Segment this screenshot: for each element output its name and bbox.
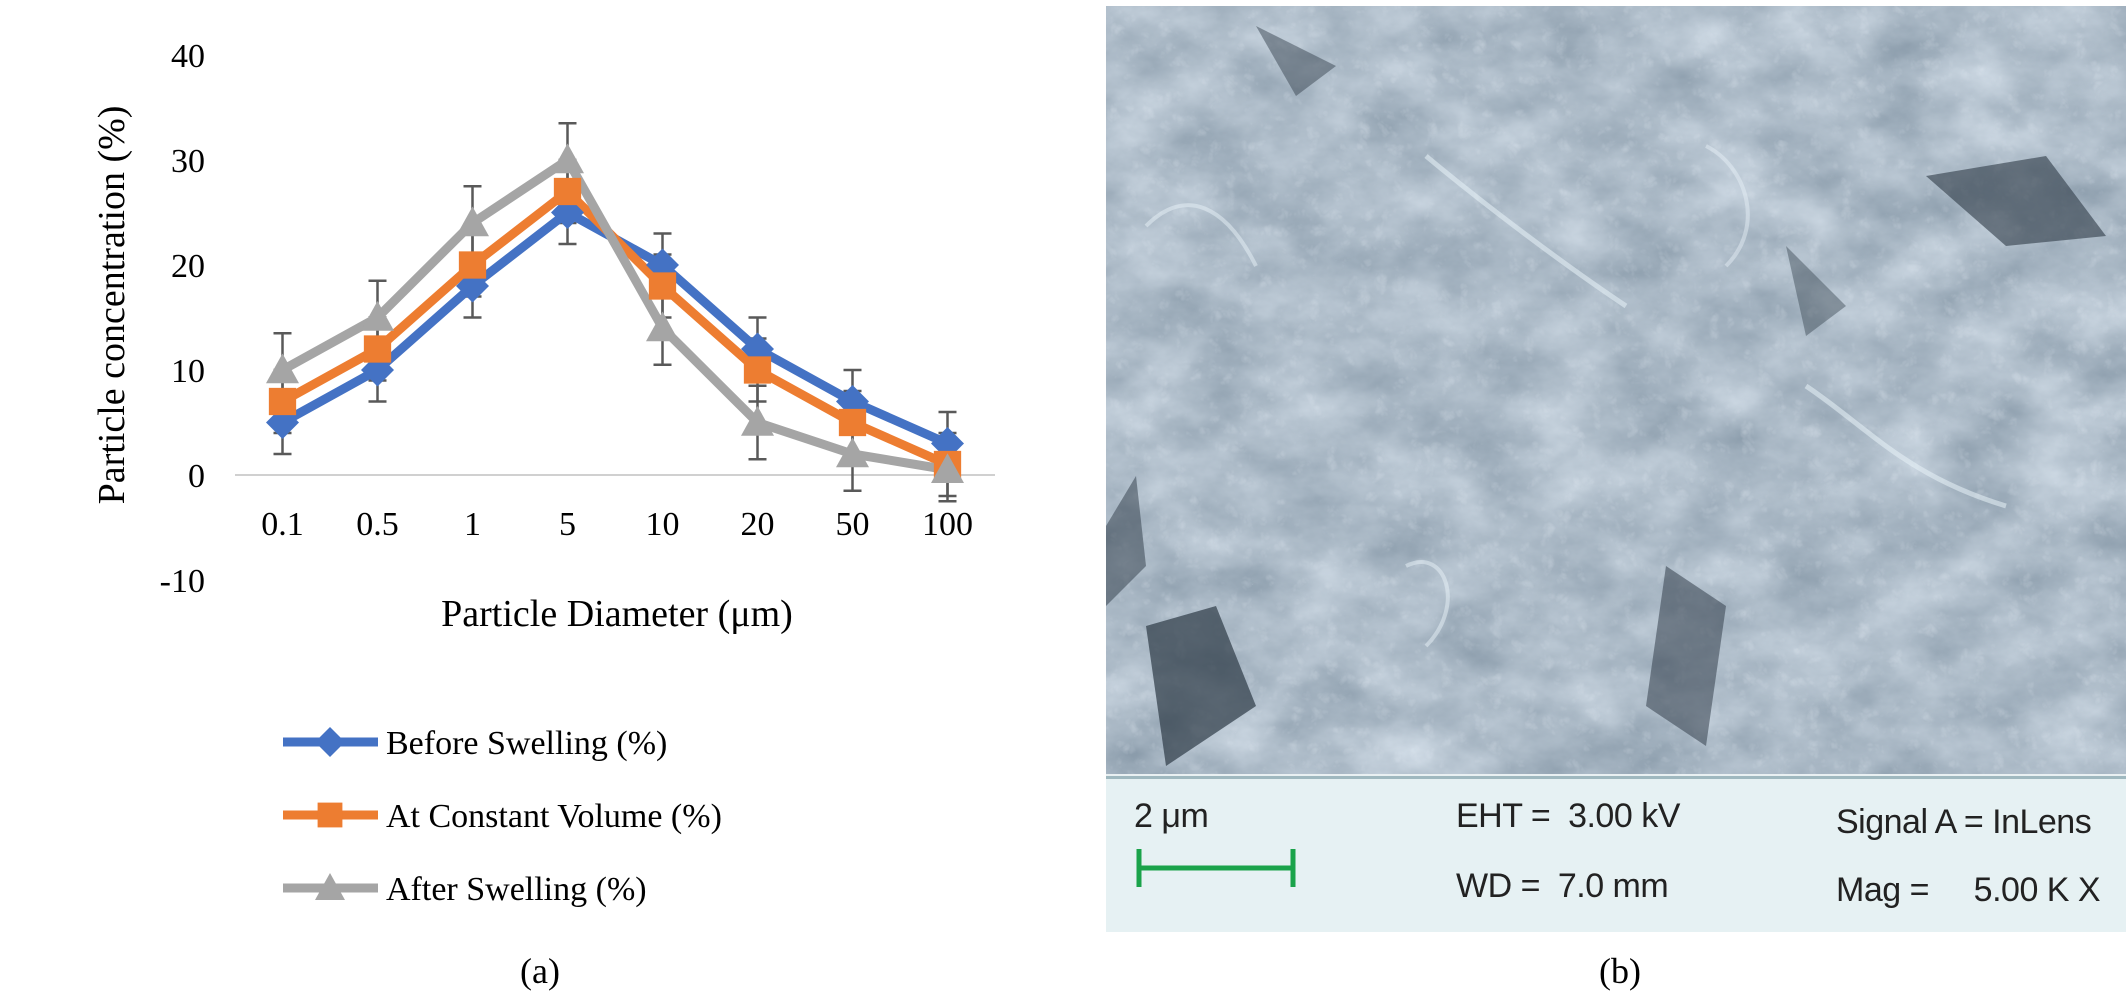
legend-label: After Swelling (%) — [386, 871, 647, 908]
data-point-triangle — [456, 206, 489, 237]
series-line-triangle — [280, 155, 949, 475]
wd-readout: WD = 7.0 mm — [1456, 867, 1669, 905]
scale-bar-label: 2 μm — [1134, 797, 1209, 835]
x-tick-label: 5 — [559, 506, 576, 543]
series-lines — [280, 155, 950, 475]
data-point-square — [553, 177, 582, 206]
x-axis-ticks: 0.1 0.5 1 5 10 20 50 100 — [261, 506, 973, 543]
mag-readout: Mag = 5.00 K X — [1836, 871, 2101, 909]
data-point-triangle — [361, 301, 394, 331]
scale-bar — [1136, 849, 1296, 887]
legend-label: Before Swelling (%) — [386, 725, 667, 762]
x-tick-label: 0.5 — [356, 506, 399, 543]
y-tick-label: 10 — [171, 353, 205, 390]
data-point-triangle — [646, 311, 679, 342]
data-point-square — [458, 251, 487, 279]
x-tick-label: 1 — [464, 506, 481, 543]
sem-micrograph-image — [1106, 6, 2126, 774]
y-tick-label: 20 — [171, 248, 205, 285]
x-tick-label: 20 — [741, 506, 775, 543]
data-point-triangle — [836, 437, 869, 468]
x-tick-label: 10 — [646, 506, 680, 543]
series-markers — [266, 143, 964, 483]
y-tick-label: 0 — [188, 458, 205, 495]
panel-label-a: (a) — [520, 951, 560, 991]
legend-marker-triangle — [315, 873, 345, 900]
y-tick-label: 30 — [171, 143, 205, 180]
legend-label: At Constant Volume (%) — [386, 798, 722, 835]
panel-label-b: (b) — [1599, 951, 1641, 991]
data-point-triangle — [551, 143, 584, 174]
legend-marker-square — [317, 802, 343, 828]
x-tick-label: 100 — [922, 506, 973, 543]
sem-info-bar: 2 μm EHT = 3.00 kV WD = 7.0 mm Signal A … — [1106, 776, 2126, 932]
x-tick-label: 0.1 — [261, 506, 304, 543]
data-point-triangle — [266, 353, 299, 384]
y-axis-title: Particle concentration (%) — [91, 106, 133, 505]
eht-readout: EHT = 3.00 kV — [1456, 797, 1680, 835]
data-point-square — [838, 408, 867, 437]
data-point-square — [743, 356, 772, 384]
data-point-square — [648, 272, 677, 300]
y-tick-label: -10 — [160, 563, 205, 600]
y-axis-ticks: 40 30 20 10 0 -10 — [160, 38, 205, 600]
x-tick-label: 50 — [836, 506, 870, 543]
data-point-triangle — [741, 406, 774, 436]
data-point-square — [363, 335, 392, 363]
signal-readout: Signal A = InLens — [1836, 803, 2092, 841]
x-axis-title: Particle Diameter (μm) — [441, 593, 793, 635]
sem-micrograph-panel: 2 μm EHT = 3.00 kV WD = 7.0 mm Signal A … — [1106, 6, 2126, 932]
legend-marker-diamond — [315, 727, 345, 757]
y-tick-label: 40 — [171, 38, 205, 75]
data-point-square — [268, 387, 297, 416]
legend: Before Swelling (%) At Constant Volume (%… — [283, 725, 722, 908]
data-point-triangle — [931, 453, 964, 483]
